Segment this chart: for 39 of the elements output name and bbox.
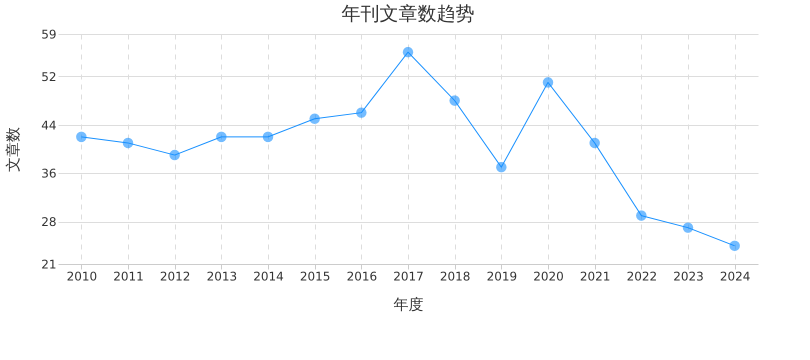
x-tick-label: 2020: [533, 270, 564, 284]
x-axis-title: 年度: [394, 296, 424, 314]
x-tick-label: 2024: [720, 270, 750, 284]
point: [216, 132, 227, 142]
chart-title: 年刊文章数趋势: [342, 3, 474, 25]
x-tick-label: 2022: [626, 270, 658, 284]
point: [682, 222, 694, 233]
x-tick-label: 2018: [440, 270, 470, 284]
point: [542, 77, 554, 88]
point: [449, 95, 460, 106]
point: [636, 210, 647, 221]
x-tick-label: 2014: [253, 270, 284, 284]
y-tick-label: 44: [41, 118, 56, 132]
x-tick-label: 2012: [160, 270, 190, 284]
x-tick-label: 2010: [66, 270, 98, 284]
x-tick-label: 2019: [486, 270, 518, 284]
y-tick-label: 59: [41, 28, 56, 42]
point: [169, 150, 180, 160]
x-tick-label: 2016: [346, 270, 378, 284]
y-tick-label: 28: [41, 215, 56, 230]
x-tick-label: 2023: [673, 270, 704, 284]
y-tick-label: 52: [41, 70, 56, 84]
point: [589, 138, 600, 148]
y-axis-title: 文章数: [4, 127, 22, 172]
point: [729, 240, 740, 252]
point: [262, 132, 274, 142]
x-tick-label: 2021: [580, 270, 610, 284]
x-tick-label: 2011: [113, 270, 144, 284]
point: [402, 46, 414, 58]
x-tick-label: 2017: [393, 270, 424, 284]
y-tick-label: 36: [41, 166, 56, 181]
x-tick-label: 2015: [300, 270, 330, 284]
x-tick-label: 2013: [206, 270, 238, 284]
point: [309, 114, 320, 124]
point: [122, 138, 134, 148]
y-tick-label: 21: [41, 258, 56, 272]
point: [76, 132, 87, 142]
point: [496, 162, 507, 172]
point: [356, 107, 367, 118]
